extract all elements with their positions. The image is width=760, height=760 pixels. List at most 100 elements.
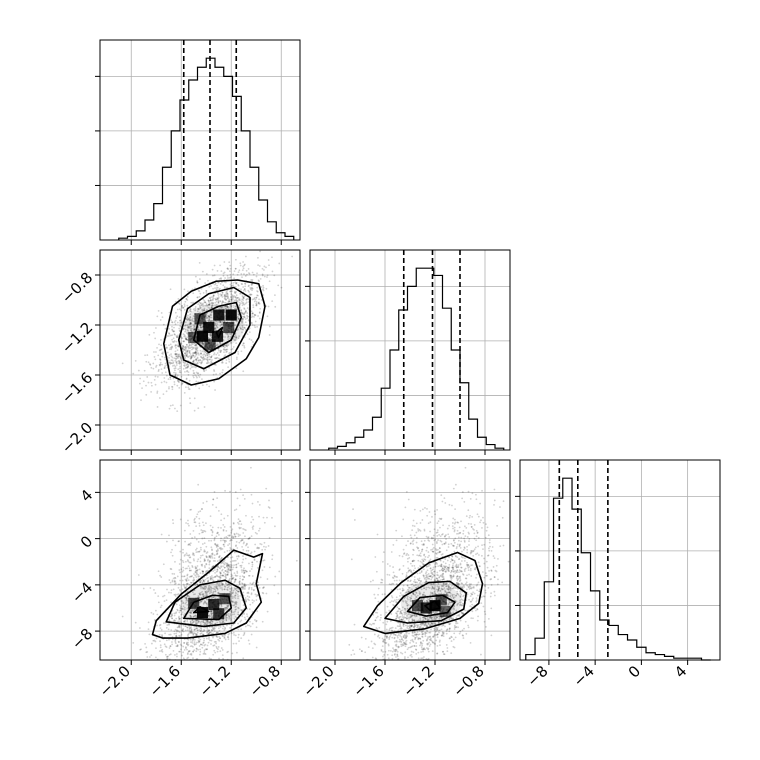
scatter-point — [250, 339, 253, 342]
scatter-point — [185, 338, 188, 341]
scatter-point — [241, 312, 243, 315]
scatter-point — [183, 575, 186, 578]
scatter-point — [258, 503, 261, 506]
scatter-point — [252, 518, 255, 521]
scatter-point — [183, 391, 186, 394]
scatter-point — [160, 339, 162, 341]
scatter-point — [196, 629, 199, 632]
scatter-point — [217, 532, 219, 534]
scatter-point — [237, 337, 240, 340]
scatter-point — [243, 316, 245, 318]
scatter-point — [183, 613, 185, 616]
scatter-point — [219, 321, 222, 324]
scatter-point — [212, 576, 214, 579]
scatter-point — [412, 592, 415, 595]
scatter-point — [201, 563, 204, 566]
scatter-point — [146, 354, 149, 356]
scatter-point — [208, 666, 210, 668]
scatter-point — [188, 575, 191, 578]
scatter-point — [243, 616, 246, 619]
scatter-point — [171, 519, 174, 521]
scatter-point — [209, 631, 211, 634]
scatter-point — [211, 361, 213, 364]
scatter-point — [147, 361, 150, 364]
scatter-point — [217, 281, 219, 284]
scatter-point — [193, 326, 195, 329]
scatter-point — [236, 320, 238, 323]
scatter-point — [205, 593, 208, 596]
scatter-point — [227, 296, 229, 299]
scatter-point — [198, 524, 201, 527]
scatter-point — [160, 533, 163, 536]
scatter-point — [502, 500, 505, 503]
scatter-point — [253, 588, 255, 591]
scatter-point — [243, 308, 246, 310]
scatter-point — [204, 653, 207, 655]
scatter-point — [386, 605, 389, 608]
scatter-point — [214, 544, 217, 546]
scatter-point — [477, 581, 480, 584]
scatter-point — [189, 544, 192, 547]
scatter-point — [448, 570, 450, 573]
scatter-point — [413, 625, 416, 628]
scatter-point — [190, 329, 193, 332]
scatter-point — [218, 320, 221, 323]
scatter-point — [246, 542, 248, 545]
scatter-point — [186, 603, 189, 606]
scatter-point — [257, 547, 260, 550]
scatter-point — [192, 329, 195, 332]
scatter-point — [189, 561, 192, 564]
scatter-point — [457, 583, 459, 586]
scatter-point — [188, 327, 191, 330]
scatter-point — [208, 303, 211, 306]
scatter-point — [174, 372, 177, 374]
scatter-point — [192, 579, 194, 582]
scatter-point — [234, 281, 237, 284]
scatter-point — [184, 349, 186, 351]
scatter-point — [229, 337, 232, 340]
scatter-point — [226, 293, 229, 296]
scatter-point — [205, 304, 208, 307]
scatter-point — [193, 517, 196, 520]
scatter-point — [186, 619, 189, 621]
scatter-point — [203, 623, 206, 626]
scatter-point — [183, 554, 186, 557]
scatter-point — [173, 619, 175, 622]
scatter-point — [223, 559, 226, 561]
scatter-point — [185, 579, 188, 582]
scatter-point — [201, 646, 204, 649]
scatter-point — [263, 545, 265, 548]
scatter-point — [215, 325, 218, 327]
scatter-point — [236, 273, 239, 276]
scatter-point — [419, 619, 422, 621]
scatter-point — [203, 542, 206, 545]
scatter-point — [238, 583, 241, 585]
scatter-point — [215, 553, 218, 556]
scatter-point — [184, 367, 187, 370]
scatter-point — [199, 352, 202, 355]
scatter-point — [235, 336, 237, 338]
scatter-point — [216, 575, 219, 578]
scatter-point — [224, 297, 227, 300]
scatter-point — [176, 593, 179, 596]
scatter-point — [217, 297, 220, 300]
scatter-point — [195, 375, 198, 378]
scatter-point — [263, 586, 265, 589]
scatter-point — [189, 638, 192, 641]
scatter-point — [195, 350, 197, 353]
scatter-point — [190, 631, 193, 633]
scatter-point — [204, 571, 207, 573]
scatter-point — [199, 349, 202, 352]
scatter-point — [195, 647, 198, 650]
scatter-point — [197, 596, 200, 599]
scatter-point — [206, 577, 208, 580]
scatter-point — [180, 609, 182, 612]
scatter-point — [240, 637, 243, 640]
scatter-point — [242, 527, 245, 530]
scatter-point — [251, 526, 254, 529]
x-tick-label: −4 — [570, 662, 598, 690]
scatter-point — [226, 608, 229, 610]
scatter-point — [231, 577, 234, 580]
scatter-point — [163, 367, 166, 370]
scatter-point — [211, 622, 213, 625]
